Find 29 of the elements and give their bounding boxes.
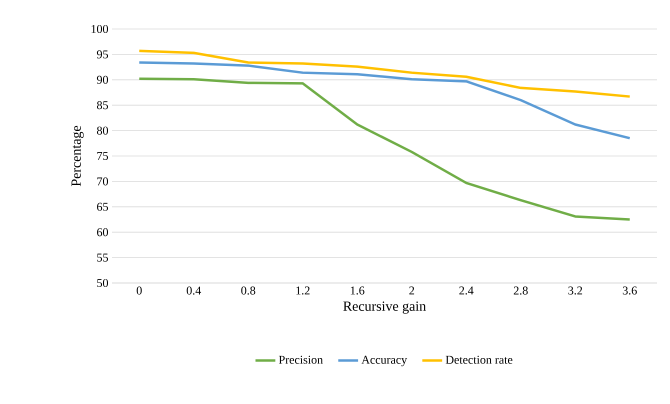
- x-tick-label: 1.6: [350, 286, 364, 295]
- line-series: [138, 61, 632, 140]
- line-series: [138, 50, 632, 98]
- x-tick-label: 1.2: [296, 286, 310, 295]
- y-tick-label: 70: [97, 177, 108, 186]
- y-tick-label: 100: [92, 24, 108, 34]
- x-tick-label: 2.4: [459, 286, 474, 295]
- x-axis-title: Recursive gain: [343, 301, 426, 314]
- legend-label: Precision: [278, 356, 323, 364]
- x-tick-label: 2: [409, 286, 414, 294]
- x-tick-label: 0.4: [186, 286, 202, 295]
- x-tick-label: 0.8: [241, 286, 256, 295]
- x-tick-label: 2.8: [514, 286, 528, 295]
- x-tick-label: 3.6: [622, 286, 637, 295]
- x-tick-label: 3.2: [568, 286, 582, 295]
- y-tick-label: 60: [97, 228, 108, 236]
- legend-label: Detection rate: [446, 356, 512, 364]
- y-tick-label: 85: [96, 101, 108, 110]
- y-tick-label: 75: [97, 152, 108, 160]
- y-axis-title: Percentage: [72, 126, 84, 186]
- y-tick-label: 50: [97, 278, 108, 288]
- y-tick-label: 65: [97, 202, 108, 211]
- y-tick-label: 90: [96, 76, 108, 84]
- line-series: [138, 78, 632, 221]
- y-tick-label: 95: [96, 50, 108, 58]
- y-tick-label: 80: [96, 126, 108, 135]
- x-tick-label: 0: [136, 286, 142, 295]
- legend-label: Accuracy: [361, 356, 408, 366]
- y-tick-label: 55: [97, 254, 108, 262]
